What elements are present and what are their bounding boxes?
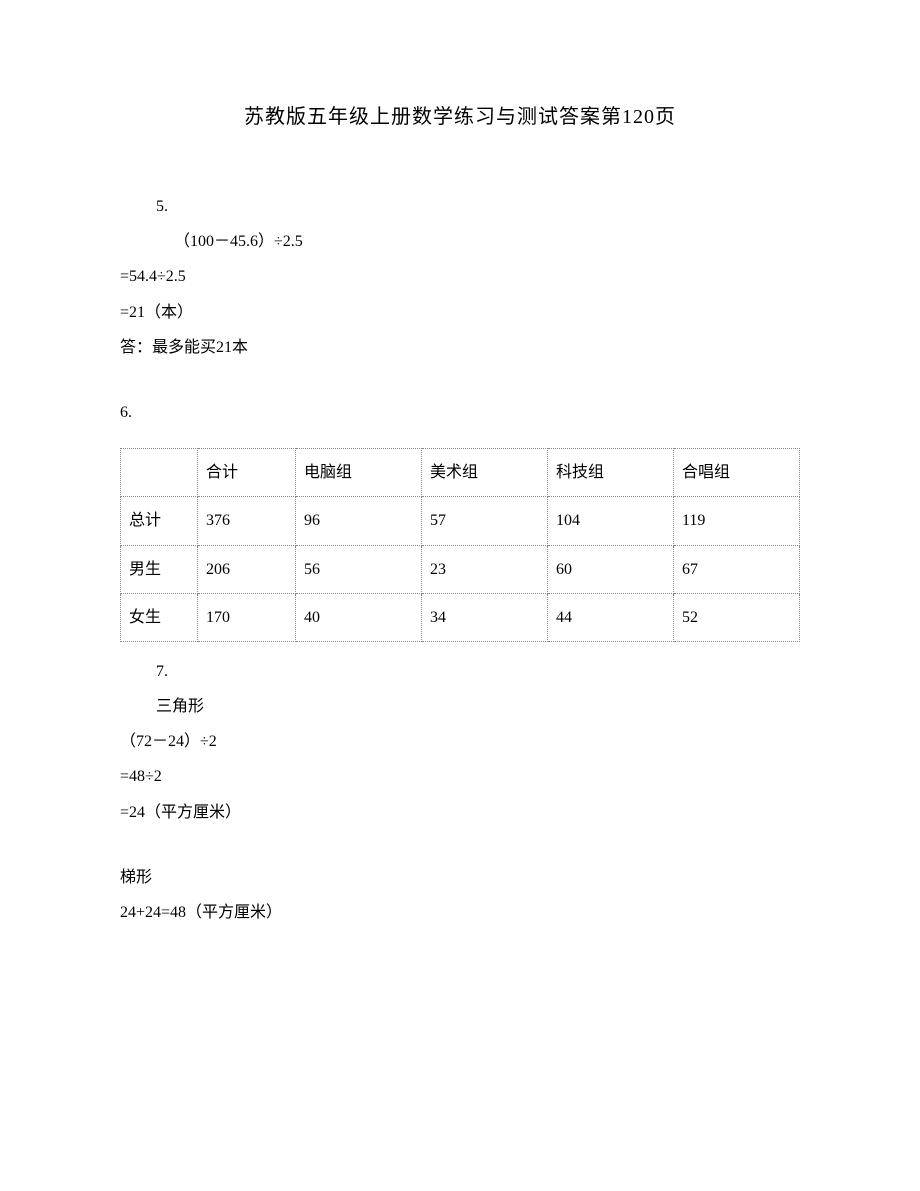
table-cell — [121, 449, 198, 497]
q6-table: 合计 电脑组 美术组 科技组 合唱组 总计 376 96 57 104 119 … — [120, 448, 800, 642]
table-cell: 美术组 — [421, 449, 547, 497]
q7-label: 7. — [120, 654, 800, 689]
table-cell: 34 — [421, 593, 547, 641]
q5-label: 5. — [120, 189, 800, 224]
table-cell: 170 — [197, 593, 295, 641]
q5-answer: 答：最多能买21本 — [120, 330, 800, 365]
q5-line3: =21（本） — [120, 295, 800, 330]
table-cell: 52 — [673, 593, 799, 641]
q7-line1: （72－24）÷2 — [120, 724, 800, 759]
q5-line2: =54.4÷2.5 — [120, 259, 800, 294]
table-row: 男生 206 56 23 60 67 — [121, 545, 800, 593]
table-cell: 总计 — [121, 497, 198, 545]
table-cell: 67 — [673, 545, 799, 593]
table-cell: 206 — [197, 545, 295, 593]
q7-subtitle2: 梯形 — [120, 860, 800, 895]
q7-line4: 24+24=48（平方厘米） — [120, 895, 800, 930]
table-cell: 男生 — [121, 545, 198, 593]
page-title: 苏教版五年级上册数学练习与测试答案第120页 — [120, 100, 800, 129]
table-cell: 女生 — [121, 593, 198, 641]
table-row: 女生 170 40 34 44 52 — [121, 593, 800, 641]
table-cell: 合计 — [197, 449, 295, 497]
table-cell: 104 — [547, 497, 673, 545]
document-content: 5. （100－45.6）÷2.5 =54.4÷2.5 =21（本） 答：最多能… — [120, 189, 800, 930]
table-cell: 电脑组 — [295, 449, 421, 497]
table-cell: 57 — [421, 497, 547, 545]
table-cell: 44 — [547, 593, 673, 641]
table-cell: 合唱组 — [673, 449, 799, 497]
q7-line2: =48÷2 — [120, 759, 800, 794]
table-cell: 119 — [673, 497, 799, 545]
table-cell: 60 — [547, 545, 673, 593]
table-row: 总计 376 96 57 104 119 — [121, 497, 800, 545]
q7-subtitle1: 三角形 — [120, 689, 800, 724]
q6-label: 6. — [120, 395, 800, 430]
q7-line3: =24（平方厘米） — [120, 795, 800, 830]
table-cell: 40 — [295, 593, 421, 641]
q5-line1: （100－45.6）÷2.5 — [120, 224, 800, 259]
table-row: 合计 电脑组 美术组 科技组 合唱组 — [121, 449, 800, 497]
table-cell: 96 — [295, 497, 421, 545]
table-cell: 376 — [197, 497, 295, 545]
table-cell: 56 — [295, 545, 421, 593]
table-cell: 科技组 — [547, 449, 673, 497]
table-cell: 23 — [421, 545, 547, 593]
